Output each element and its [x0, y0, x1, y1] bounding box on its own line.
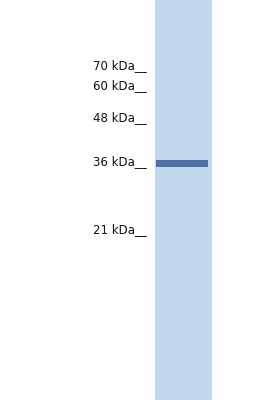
Bar — [156, 160, 208, 167]
Text: 36 kDa__: 36 kDa__ — [93, 156, 147, 168]
Text: 48 kDa__: 48 kDa__ — [93, 112, 147, 124]
Bar — [155, 0, 212, 400]
Text: 70 kDa__: 70 kDa__ — [93, 60, 147, 72]
Text: 21 kDa__: 21 kDa__ — [93, 224, 147, 236]
Text: 60 kDa__: 60 kDa__ — [93, 80, 147, 92]
